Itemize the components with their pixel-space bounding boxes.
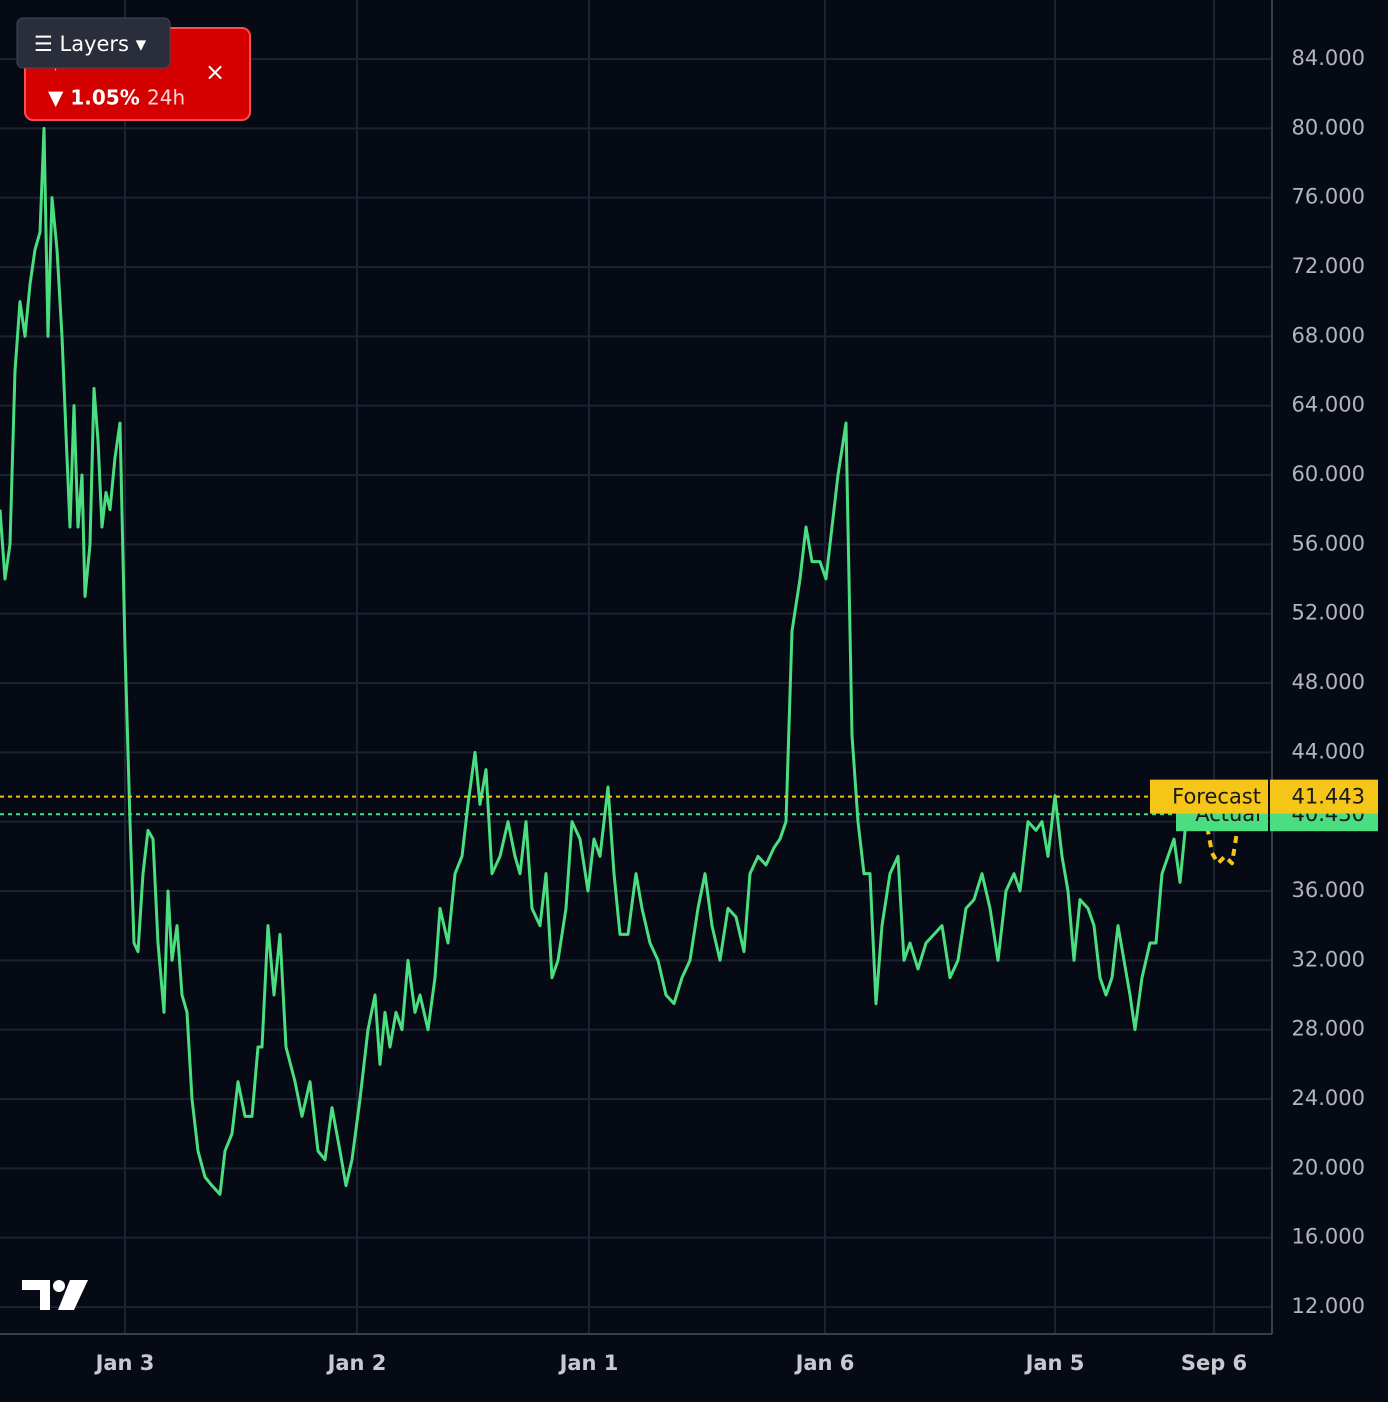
price-tag-name: Forecast [1172, 785, 1261, 809]
logo [22, 1280, 88, 1310]
layers-button-label[interactable]: ☰ Layers ▾ [34, 32, 147, 56]
y-tick-label: 60.000 [1292, 462, 1365, 486]
y-tick-label: 36.000 [1292, 878, 1365, 902]
price-tag-value: 41.443 [1292, 785, 1365, 809]
widget-change: ▼ 1.05% [48, 86, 140, 110]
logo-part [53, 1280, 65, 1292]
series-line [1203, 812, 1242, 866]
series-line [0, 126, 1194, 1196]
x-tick-label: Jan 3 [94, 1351, 155, 1375]
y-tick-label: 12.000 [1292, 1294, 1365, 1318]
price-tag-value-box [1270, 779, 1378, 814]
y-tick-label: 44.000 [1292, 739, 1365, 763]
widget-period: 24h [147, 86, 185, 110]
y-tick-label: 76.000 [1292, 185, 1365, 209]
x-tick-label: Jan 5 [1024, 1351, 1085, 1375]
y-tick-label: 28.000 [1292, 1017, 1365, 1041]
x-tick-label: Jan 2 [326, 1351, 387, 1375]
logo-part [58, 1280, 88, 1310]
logo-part [22, 1280, 50, 1310]
y-tick-label: 72.000 [1292, 254, 1365, 278]
y-tick-label: 64.000 [1292, 393, 1365, 417]
price-tag-name-box [1150, 779, 1268, 814]
y-tick-label: 84.000 [1292, 46, 1365, 70]
widget-close[interactable]: × [205, 58, 225, 86]
x-tick-label: Jan 6 [794, 1351, 855, 1375]
layers-button[interactable]: ☰ Layers ▾ [16, 17, 171, 69]
x-tick-label: Jan 1 [558, 1351, 619, 1375]
y-tick-label: 24.000 [1292, 1086, 1365, 1110]
y-tick-label: 80.000 [1292, 115, 1365, 139]
y-tick-label: 16.000 [1292, 1225, 1365, 1249]
y-tick-label: 32.000 [1292, 947, 1365, 971]
y-tick-label: 20.000 [1292, 1155, 1365, 1179]
y-tick-label: 68.000 [1292, 323, 1365, 347]
y-tick-label: 52.000 [1292, 601, 1365, 625]
layers-button-box[interactable] [16, 17, 171, 69]
y-tick-label: 56.000 [1292, 531, 1365, 555]
x-tick-label: Sep 6 [1181, 1351, 1247, 1375]
y-tick-label: 48.000 [1292, 670, 1365, 694]
